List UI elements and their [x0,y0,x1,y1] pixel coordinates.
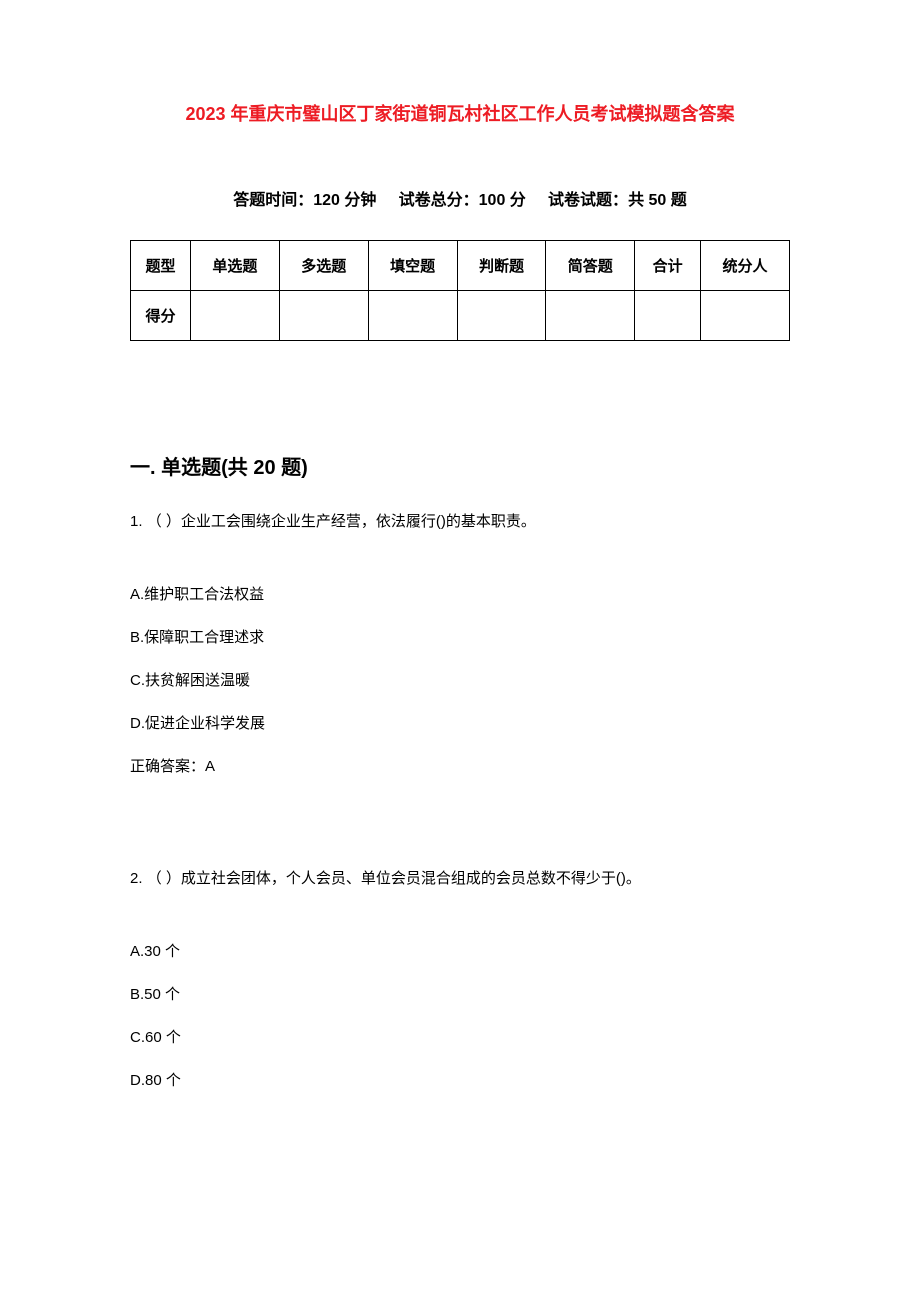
score-table: 题型 单选题 多选题 填空题 判断题 简答题 合计 统分人 得分 [130,240,790,341]
option-d: D.促进企业科学发展 [130,713,790,734]
option-a: A.维护职工合法权益 [130,584,790,605]
option-c: C.扶贫解困送温暖 [130,670,790,691]
question-number: 2. [130,870,143,887]
score-cell [457,291,546,341]
question-text: 1. （ ）企业工会围绕企业生产经营，依法履行()的基本职责。 [130,510,790,534]
row-label: 得分 [131,291,191,341]
col-header: 填空题 [368,241,457,291]
col-header: 单选题 [191,241,280,291]
score-cell [701,291,790,341]
total-value: 100 分 [479,192,526,209]
col-header: 简答题 [546,241,635,291]
score-cell [635,291,701,341]
question-body: （ ）成立社会团体，个人会员、单位会员混合组成的会员总数不得少于()。 [147,870,641,887]
time-label: 答题时间： [233,192,313,209]
table-score-row: 得分 [131,291,790,341]
total-label: 试卷总分： [399,192,479,209]
col-header: 合计 [635,241,701,291]
count-value: 共 50 题 [628,192,687,209]
document-title: 2023 年重庆市璧山区丁家街道铜瓦村社区工作人员考试模拟题含答案 [130,100,790,126]
option-b: B.50 个 [130,984,790,1005]
table-header-row: 题型 单选题 多选题 填空题 判断题 简答题 合计 统分人 [131,241,790,291]
question-body: （ ）企业工会围绕企业生产经营，依法履行()的基本职责。 [147,513,536,530]
col-header: 判断题 [457,241,546,291]
question-text: 2. （ ）成立社会团体，个人会员、单位会员混合组成的会员总数不得少于()。 [130,867,790,891]
score-cell [546,291,635,341]
question-number: 1. [130,513,143,530]
option-c: C.60 个 [130,1027,790,1048]
option-d: D.80 个 [130,1070,790,1091]
section-heading: 一. 单选题(共 20 题) [130,451,790,480]
exam-info-line: 答题时间：120 分钟 试卷总分：100 分 试卷试题：共 50 题 [130,186,790,210]
score-cell [279,291,368,341]
col-header: 题型 [131,241,191,291]
col-header: 多选题 [279,241,368,291]
time-value: 120 分钟 [313,192,376,209]
option-b: B.保障职工合理述求 [130,627,790,648]
score-cell [368,291,457,341]
option-a: A.30 个 [130,941,790,962]
count-label: 试卷试题： [548,192,628,209]
score-cell [191,291,280,341]
correct-answer: 正确答案：A [130,756,790,777]
col-header: 统分人 [701,241,790,291]
